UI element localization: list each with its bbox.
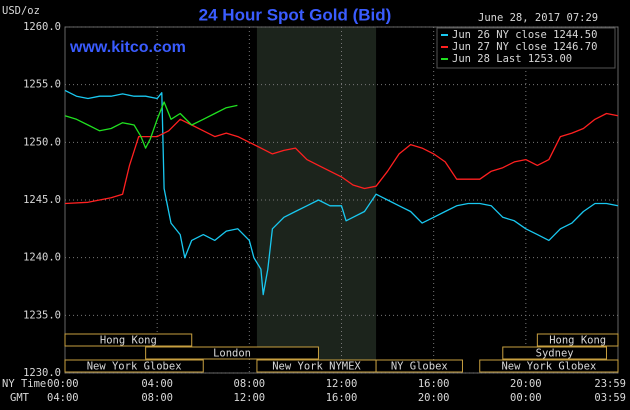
legend-label: Jun 28 Last 1253.00 <box>452 53 572 65</box>
legend-box <box>436 27 616 69</box>
session-label: Sydney <box>536 348 574 360</box>
x2-tick-label: 16:00 <box>326 392 358 404</box>
x-tick-label: 20:00 <box>510 378 542 390</box>
x2-tick-label: 03:59 <box>594 392 626 404</box>
session-box <box>502 346 607 360</box>
series-line <box>64 101 238 149</box>
website: www.kitco.com <box>69 39 186 56</box>
chart-title: 24 Hour Spot Gold (Bid) <box>199 5 392 24</box>
legend-label: Jun 26 NY close 1244.50 <box>452 29 597 41</box>
session-label: Hong Kong <box>100 335 157 347</box>
session-box <box>479 359 619 373</box>
x-tick-label: 00:00 <box>47 378 79 390</box>
x-tick-label: 04:00 <box>141 378 173 390</box>
series-line <box>64 112 619 205</box>
x-label: NY Time <box>2 378 46 390</box>
session-label: New York Globex <box>87 361 182 373</box>
y-tick-label: 1250.0 <box>23 136 61 148</box>
y-label: USD/oz <box>2 5 40 17</box>
x-tick-label: 16:00 <box>418 378 450 390</box>
y-tick-label: 1230.0 <box>23 367 61 379</box>
session-box <box>536 333 619 347</box>
y-tick-label: 1240.0 <box>23 252 61 264</box>
session-label: New York NYMEX <box>272 361 361 373</box>
x-tick-label: 12:00 <box>326 378 358 390</box>
x2-label: GMT <box>10 392 30 404</box>
x2-tick-label: 00:00 <box>510 392 542 404</box>
y-tick-label: 1245.0 <box>23 194 61 206</box>
x-tick-label: 08:00 <box>234 378 266 390</box>
highlight-band <box>256 27 377 373</box>
x-tick-label: 23:59 <box>594 378 626 390</box>
x2-tick-label: 04:00 <box>47 392 79 404</box>
timestamp: June 28, 2017 07:29 <box>478 12 598 24</box>
session-box <box>375 359 463 373</box>
y-tick-label: 1260.0 <box>23 21 61 33</box>
x2-tick-label: 08:00 <box>141 392 173 404</box>
series-line <box>64 89 619 296</box>
session-box <box>64 359 204 373</box>
session-label: NY Globex <box>391 361 448 373</box>
legend-label: Jun 27 NY close 1246.70 <box>452 41 597 53</box>
session-box <box>145 346 319 360</box>
y-tick-label: 1235.0 <box>23 309 61 321</box>
session-label: London <box>213 348 251 360</box>
x2-tick-label: 20:00 <box>418 392 450 404</box>
y-tick-label: 1255.0 <box>23 79 61 91</box>
session-label: Hong Kong <box>549 335 606 347</box>
session-label: New York Globex <box>501 361 596 373</box>
session-box <box>64 333 193 347</box>
x2-tick-label: 12:00 <box>234 392 266 404</box>
